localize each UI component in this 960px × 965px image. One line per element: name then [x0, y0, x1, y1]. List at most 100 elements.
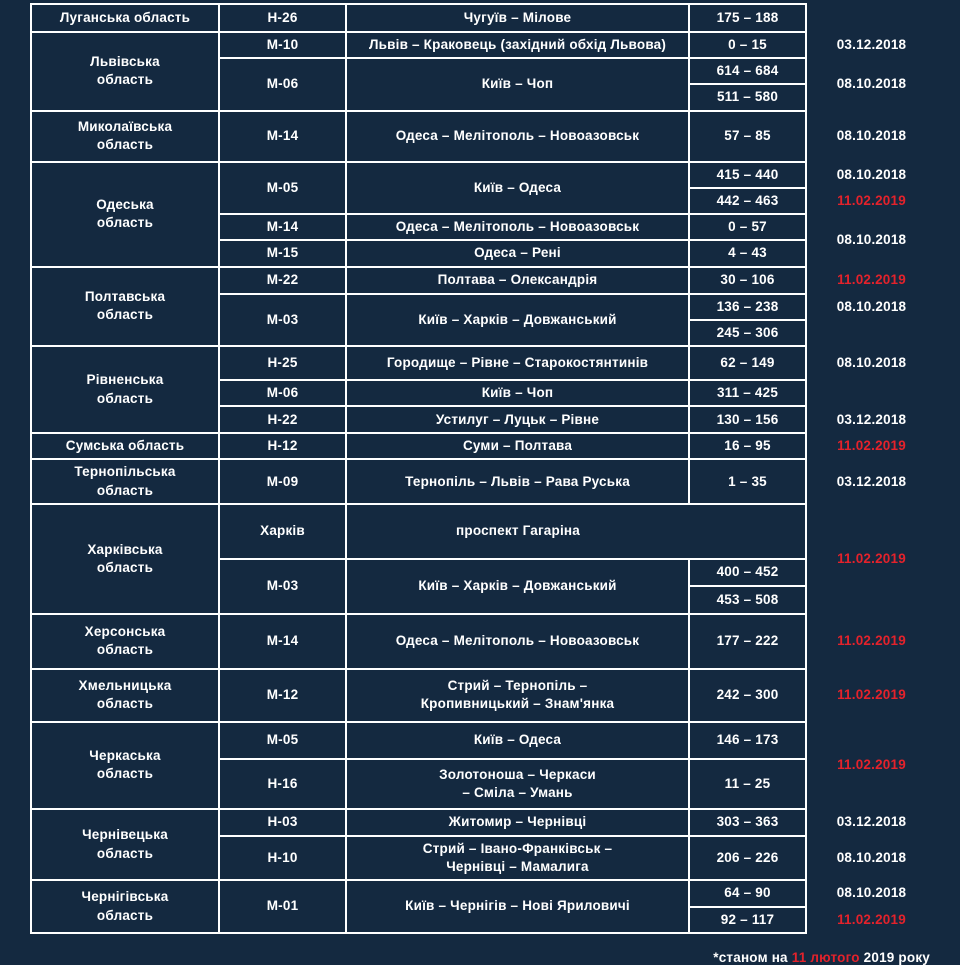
- date-cell: 08.10.2018: [836, 298, 907, 314]
- region-cell: Сумська область: [30, 432, 220, 461]
- route-cell: Золотоноша – Черкаси – Сміла – Умань: [345, 757, 690, 810]
- road-code-cell: М-15: [218, 239, 347, 268]
- road-code-cell: М-22: [218, 265, 347, 295]
- road-code-cell: М-03: [218, 292, 347, 347]
- road-code-cell: Н-26: [218, 3, 347, 33]
- route-cell: Київ – Одеса: [345, 160, 690, 216]
- road-code-cell: Харків: [218, 502, 347, 560]
- km-range-cell: 16 – 95: [688, 432, 807, 461]
- km-range-cell: 30 – 106: [688, 265, 807, 295]
- date-cell: 08.10.2018: [836, 885, 907, 901]
- region-cell: Чернівецька область: [30, 807, 220, 882]
- road-code-cell: Н-22: [218, 405, 347, 435]
- road-code-cell: М-14: [218, 109, 347, 163]
- date-cell: 11.02.2019: [837, 757, 906, 773]
- date-cell: 08.10.2018: [836, 849, 907, 865]
- region-cell: Чернігівська область: [30, 879, 220, 934]
- region-cell: Одеська область: [30, 160, 220, 268]
- region-cell: Тернопільська область: [30, 458, 220, 505]
- road-code-cell: Н-03: [218, 807, 347, 837]
- road-code-cell: Н-16: [218, 757, 347, 810]
- date-cell: 03.12.2018: [836, 814, 907, 830]
- km-range-cell: 57 – 85: [688, 109, 807, 163]
- route-cell: проспект Гагаріна: [345, 502, 689, 560]
- route-cell: Тернопіль – Львів – Рава Руська: [345, 458, 690, 505]
- region-cell: Луганська область: [30, 3, 220, 33]
- road-code-cell: М-12: [218, 667, 347, 723]
- road-code-cell: М-01: [218, 879, 347, 934]
- date-cell: 08.10.2018: [836, 166, 907, 182]
- region-cell: Полтавська область: [30, 265, 220, 347]
- date-cell: 11.02.2019: [837, 192, 906, 208]
- km-range-cell: 245 – 306: [688, 318, 807, 347]
- route-cell: Київ – Харків – Довжанський: [345, 292, 690, 347]
- roads-table: Луганська область Н-26 Чугуїв – Мілове 1…: [30, 3, 936, 934]
- route-cell: Львів – Краковець (західний обхід Львова…: [345, 30, 690, 60]
- km-range-cell: 4 – 43: [688, 239, 807, 268]
- date-cell: 08.10.2018: [836, 354, 907, 370]
- road-code-cell: М-06: [218, 57, 347, 112]
- date-cell: [806, 380, 936, 406]
- date-cell: 11.02.2019: [837, 687, 906, 703]
- date-cell: 11.02.2019: [837, 911, 906, 927]
- date-cell: [806, 4, 936, 32]
- km-range-cell: 242 – 300: [688, 667, 807, 723]
- km-range-cell: 303 – 363: [688, 807, 807, 837]
- road-code-cell: М-03: [218, 557, 347, 615]
- road-code-cell: М-14: [218, 612, 347, 670]
- region-cell: Хмельницька область: [30, 667, 220, 723]
- date-cell: 11.02.2019: [837, 633, 906, 649]
- road-code-cell: Н-12: [218, 432, 347, 461]
- km-range-cell: [689, 502, 807, 560]
- route-cell: Устилуг – Луцьк – Рівне: [345, 405, 690, 435]
- route-cell: Одеса – Мелітополь – Новоазовськ: [345, 612, 690, 670]
- km-range-cell: 92 – 117: [688, 905, 807, 934]
- route-cell: Городище – Рівне – Старокостянтинів: [345, 344, 690, 381]
- km-range-cell: 11 – 25: [688, 757, 807, 810]
- km-range-cell: 62 – 149: [688, 344, 807, 381]
- km-range-cell: 175 – 188: [688, 3, 807, 33]
- region-cell: Херсонська область: [30, 612, 220, 670]
- date-cell: 11.02.2019: [837, 550, 906, 566]
- date-cell: 03.12.2018: [836, 411, 907, 427]
- date-cell: 03.12.2018: [836, 473, 907, 489]
- km-range-cell: 442 – 463: [688, 186, 807, 216]
- km-range-cell: 614 – 684: [688, 57, 807, 86]
- road-code-cell: М-14: [218, 213, 347, 242]
- km-range-cell: 0 – 57: [688, 213, 807, 242]
- date-cell: 08.10.2018: [836, 128, 907, 144]
- road-code-cell: М-09: [218, 458, 347, 505]
- km-range-cell: 453 – 508: [688, 584, 807, 615]
- route-cell: Стрий – Тернопіль – Кропивницький – Знам…: [345, 667, 690, 723]
- date-cell: 11.02.2019: [837, 271, 906, 287]
- date-cell: 03.12.2018: [836, 37, 907, 52]
- route-cell: Суми – Полтава: [345, 432, 690, 461]
- km-range-cell: 130 – 156: [688, 405, 807, 435]
- date-cell: 08.10.2018: [836, 232, 907, 248]
- route-cell: Київ – Чернігів – Нові Яриловичі: [345, 879, 690, 934]
- route-cell: Київ – Чоп: [345, 378, 690, 408]
- road-code-cell: М-05: [218, 160, 347, 216]
- route-cell: Одеса – Мелітополь – Новоазовськ: [345, 213, 690, 242]
- km-range-cell: 0 – 15: [688, 30, 807, 60]
- region-cell: Львівська область: [30, 31, 220, 112]
- region-cell: Черкаська область: [30, 720, 220, 810]
- route-cell: Одеса – Рені: [345, 239, 690, 268]
- route-cell: Київ – Харків – Довжанський: [345, 557, 690, 615]
- km-range-cell: 136 – 238: [688, 292, 807, 321]
- region-cell: Харківська область: [30, 502, 220, 615]
- date-cell: 11.02.2019: [837, 438, 906, 454]
- route-cell: Полтава – Олександрія: [345, 265, 690, 295]
- road-code-cell: Н-25: [218, 344, 347, 381]
- km-range-cell: 415 – 440: [688, 160, 807, 189]
- date-cell: 08.10.2018: [836, 76, 907, 92]
- route-cell: Чугуїв – Мілове: [345, 3, 690, 33]
- road-code-cell: М-10: [218, 30, 347, 60]
- km-range-cell: 146 – 173: [688, 720, 807, 760]
- route-cell: Київ – Одеса: [345, 720, 690, 760]
- route-cell: Київ – Чоп: [345, 57, 690, 112]
- route-cell: Стрий – Івано-Франківськ – Чернівці – Ма…: [345, 834, 690, 882]
- km-range-cell: 311 – 425: [688, 378, 807, 408]
- route-cell: Одеса – Мелітополь – Новоазовськ: [345, 109, 690, 163]
- road-code-cell: М-06: [218, 378, 347, 408]
